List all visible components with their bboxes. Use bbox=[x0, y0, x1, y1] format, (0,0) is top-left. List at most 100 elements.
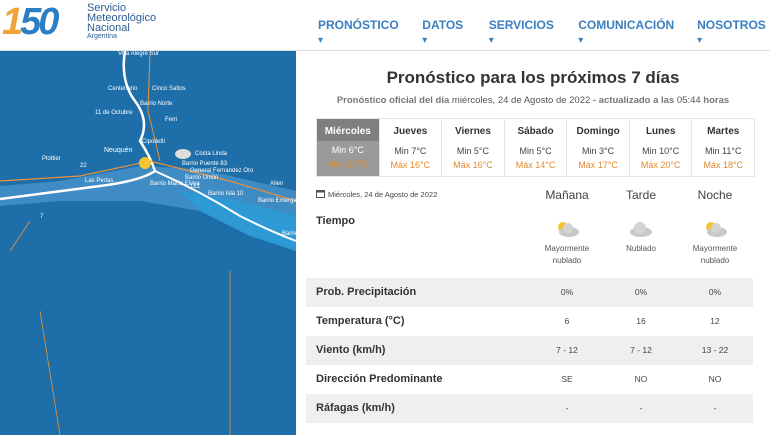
row-value: - bbox=[713, 403, 717, 413]
row-label: Temperatura (°C) bbox=[316, 315, 405, 327]
day-tab[interactable]: Viernes Min 5°C Máx 16°C bbox=[441, 119, 504, 176]
row-value: 6 bbox=[564, 316, 570, 326]
header: 150 Servicio Meteorológico Nacional Arge… bbox=[0, 0, 770, 51]
logo: 150 bbox=[2, 1, 59, 43]
country: Argentina bbox=[87, 33, 117, 40]
subtitle-time: 05:44 bbox=[676, 95, 701, 106]
subtitle-date: miércoles, 24 de Agosto de 2022 bbox=[451, 95, 591, 106]
map-canvas bbox=[0, 51, 296, 435]
nav-item[interactable]: NOSOTROS bbox=[697, 18, 770, 46]
weather-icon bbox=[554, 220, 580, 243]
day-max: Máx 16°C bbox=[390, 160, 431, 170]
map-label: 7 bbox=[40, 214, 44, 220]
forecast-title: Pronóstico para los próximos 7 días bbox=[386, 68, 680, 87]
subtitle-part: - actualizado a las bbox=[592, 95, 675, 106]
day-min: Min 5°C bbox=[519, 146, 552, 156]
row-label: Prob. Precipitación bbox=[316, 286, 417, 298]
row-background bbox=[306, 394, 753, 423]
row-value: 7 - 12 bbox=[556, 345, 578, 355]
period-header: Mañana bbox=[545, 188, 589, 202]
map-label: Barrio Norte bbox=[140, 101, 173, 107]
day-tabs: Miércoles Min 6°C Máx 16°C Jueves Min 7°C Máx… bbox=[316, 118, 755, 177]
day-tab[interactable]: Jueves Min 7°C Máx 16°C bbox=[378, 119, 442, 176]
logo-digits: 50 bbox=[20, 1, 59, 43]
weather-text: nublado bbox=[552, 256, 582, 265]
weather-text: Nublado bbox=[626, 244, 656, 253]
day-name: Miércoles bbox=[317, 119, 379, 141]
subtitle-part: Pronóstico oficial del día bbox=[336, 95, 450, 106]
weather-icon bbox=[702, 220, 728, 243]
subtitle-part: horas bbox=[703, 95, 730, 106]
row-value: NO bbox=[708, 374, 722, 384]
row-background bbox=[306, 336, 753, 365]
row-label: Viento (km/h) bbox=[316, 344, 386, 356]
day-max: Máx 20°C bbox=[640, 160, 681, 170]
forecast-subtitle: Pronóstico oficial del día miércoles, 24… bbox=[296, 95, 770, 106]
day-name: Jueves bbox=[393, 126, 428, 137]
day-tab[interactable]: Lunes Min 10°C Máx 20°C bbox=[628, 119, 692, 176]
day-tab[interactable]: Martes Min 11°C Máx 18°C bbox=[691, 119, 754, 176]
day-tab[interactable]: Miércoles Min 6°C Máx 16°C bbox=[317, 119, 379, 176]
day-max: Máx 16°C bbox=[327, 159, 368, 169]
map-label: Barrio Unión bbox=[185, 175, 219, 181]
nav-item[interactable]: PRONÓSTICO bbox=[318, 18, 402, 46]
day-name: Lunes bbox=[645, 126, 676, 137]
map-label: Plottier bbox=[42, 156, 61, 162]
day-min: Min 7°C bbox=[394, 146, 427, 156]
row-label: Ráfagas (km/h) bbox=[316, 402, 395, 414]
map-label: Cinco Saltos bbox=[152, 86, 186, 92]
org-name: Meteorológico bbox=[87, 12, 157, 24]
row-background bbox=[306, 278, 753, 307]
day-name: Sábado bbox=[517, 126, 554, 137]
map-label: Allen bbox=[270, 181, 284, 187]
day-name: Martes bbox=[707, 126, 740, 137]
row-value: 7 - 12 bbox=[630, 345, 652, 355]
row-value: 12 bbox=[710, 316, 720, 326]
map-label: Cipolletti bbox=[142, 139, 166, 145]
day-tab[interactable]: Sábado Min 5°C Máx 14°C bbox=[503, 119, 567, 176]
nav-item[interactable]: SERVICIOS bbox=[489, 18, 559, 46]
day-max: Máx 18°C bbox=[703, 160, 744, 170]
weather-text: Mayormente bbox=[544, 244, 590, 253]
map-label: Centenario bbox=[108, 86, 138, 92]
day-name: Domingo bbox=[576, 126, 620, 137]
nav-item[interactable]: DATOS bbox=[422, 18, 468, 46]
weather-icon bbox=[628, 220, 654, 243]
row-value: 0% bbox=[560, 287, 574, 297]
map: Villa Alegre Sur Centenario Cinco Saltos… bbox=[0, 51, 298, 435]
map-label: Las Perlas bbox=[85, 178, 114, 184]
forecast-date: Miércoles, 24 de Agosto de 2022 bbox=[328, 190, 438, 199]
map-label: Barrio Puente 83 bbox=[182, 161, 228, 167]
map-label: Ferri bbox=[165, 117, 178, 123]
day-min: Min 3°C bbox=[582, 146, 615, 156]
day-name: Viernes bbox=[454, 126, 491, 137]
row-label: Tiempo bbox=[316, 215, 355, 227]
day-min: Min 11°C bbox=[705, 146, 742, 156]
map-label: 22 bbox=[80, 163, 87, 169]
map-label: Barrio Isla 10 bbox=[208, 191, 244, 197]
map-label: Villa Alegre Sur bbox=[118, 51, 159, 57]
row-value: 13 - 22 bbox=[701, 345, 729, 355]
map-label: Costa Linda bbox=[195, 151, 228, 157]
day-max: Máx 16°C bbox=[453, 160, 493, 170]
period-header: Noche bbox=[697, 188, 733, 202]
day-min: Min 10°C bbox=[642, 146, 680, 156]
nav: PRONÓSTICO DATOS SERVICIOS COMUNICACIÓN NOSO… bbox=[318, 18, 770, 46]
row-value: - bbox=[639, 403, 643, 413]
org-name: Nacional bbox=[87, 22, 130, 34]
day-min: Min 5°C bbox=[456, 146, 489, 156]
day-tab[interactable]: Domingo Min 3°C Máx 17°C bbox=[566, 119, 629, 176]
map-label: Barrio María Elvira bbox=[150, 181, 200, 187]
nav-item[interactable]: COMUNICACIÓN bbox=[578, 18, 677, 46]
row-value: NO bbox=[634, 374, 648, 384]
map-label: Neuquén bbox=[104, 147, 133, 154]
day-min: Min 6°C bbox=[331, 145, 364, 155]
org-name: Servicio bbox=[87, 2, 127, 14]
row-label: Dirección Predominante bbox=[316, 373, 443, 385]
row-value: 16 bbox=[636, 316, 646, 326]
row-value: 0% bbox=[708, 287, 722, 297]
map-label: General Fernandez Oro bbox=[190, 168, 254, 174]
map-label: 11 de Octubre bbox=[95, 110, 133, 116]
map-label: Barrio Emerge bbox=[258, 198, 297, 204]
